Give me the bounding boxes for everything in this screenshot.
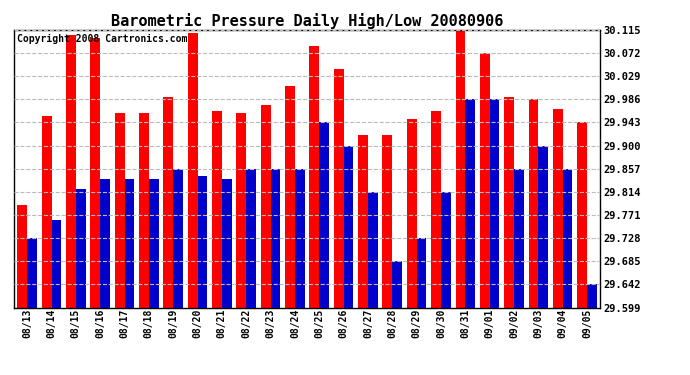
Bar (27, 238, 37, 308)
Bar (319, 123, 329, 308)
Bar (139, 113, 149, 308)
Bar (490, 99, 500, 308)
Bar (562, 169, 572, 308)
Bar (42, 116, 52, 308)
Bar (441, 192, 451, 308)
Bar (149, 179, 159, 308)
Bar (465, 99, 475, 308)
Bar (480, 53, 490, 307)
Bar (17, 205, 27, 308)
Bar (261, 105, 270, 308)
Bar (407, 119, 417, 308)
Bar (504, 97, 514, 308)
Bar (76, 189, 86, 308)
Bar (295, 169, 304, 308)
Bar (164, 97, 173, 308)
Bar (368, 192, 377, 308)
Bar (90, 38, 100, 308)
Bar (100, 179, 110, 308)
Bar (66, 35, 76, 308)
Bar (173, 169, 183, 308)
Bar (270, 169, 280, 308)
Bar (529, 99, 538, 308)
Bar (334, 69, 344, 308)
Bar (577, 123, 587, 308)
Bar (392, 261, 402, 308)
Bar (222, 179, 232, 308)
Bar (197, 176, 207, 308)
Bar (455, 30, 465, 308)
Bar (382, 135, 392, 308)
Bar (115, 113, 124, 308)
Bar (124, 179, 135, 308)
Bar (431, 111, 441, 308)
Bar (514, 169, 524, 308)
Text: Copyright 2008 Cartronics.com: Copyright 2008 Cartronics.com (17, 34, 187, 44)
Bar (538, 146, 548, 308)
Bar (237, 113, 246, 308)
Bar (417, 238, 426, 308)
Bar (285, 87, 295, 308)
Bar (52, 220, 61, 308)
Title: Barometric Pressure Daily High/Low 20080906: Barometric Pressure Daily High/Low 20080… (111, 13, 503, 29)
Bar (310, 46, 319, 308)
Bar (344, 146, 353, 308)
Bar (188, 33, 197, 308)
Bar (587, 284, 597, 308)
Bar (212, 111, 222, 308)
Bar (358, 135, 368, 308)
Bar (246, 169, 256, 308)
Bar (553, 109, 562, 307)
